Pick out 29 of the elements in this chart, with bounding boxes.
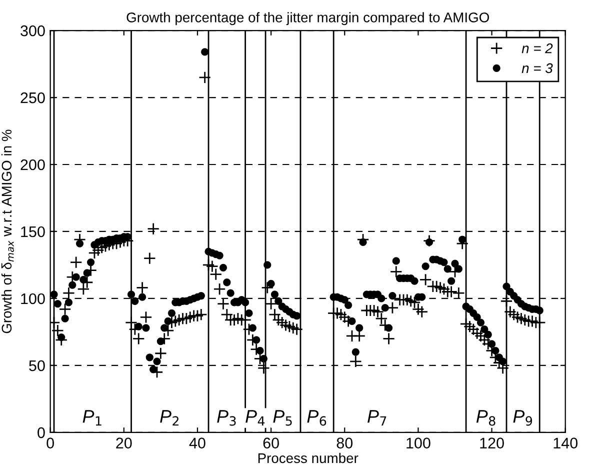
y-tick-label: 200 bbox=[20, 159, 45, 170]
x-tick-label: 20 bbox=[116, 438, 132, 448]
x-tick-label: 120 bbox=[480, 438, 504, 448]
y-tick-label: 0 bbox=[38, 427, 45, 438]
x-tick-label: 140 bbox=[554, 438, 578, 448]
y-axis-title: Growth of δ$_{max}$ w.r.t AMIGO in % bbox=[1, 130, 14, 334]
ref-line-label: P$_{6}$ bbox=[307, 410, 326, 426]
y-tick-label: 300 bbox=[20, 25, 45, 36]
chart-title: Growth percentage of the jitter margin compared to AMIGO bbox=[126, 12, 489, 26]
y-tick-label: 100 bbox=[21, 293, 45, 304]
ref-line-label: P$_{4}$ bbox=[246, 410, 265, 426]
ref-line-label: P$_{1}$ bbox=[82, 410, 102, 426]
x-tick-label: 40 bbox=[189, 438, 206, 448]
legend-label: n = 2 bbox=[522, 43, 553, 54]
ref-line-label: P$_{7}$ bbox=[368, 410, 386, 426]
ref-line-label: P$_{3}$ bbox=[217, 410, 236, 426]
y-tick-label: 50 bbox=[29, 360, 45, 372]
ref-line-label: P$_{9}$ bbox=[513, 410, 532, 426]
x-tick-label: 80 bbox=[336, 438, 353, 448]
legend-label: n = 3 bbox=[522, 63, 553, 74]
y-tick-label: 150 bbox=[21, 226, 45, 238]
ref-line-label: P$_{8}$ bbox=[476, 410, 496, 426]
x-tick-label: 0 bbox=[46, 438, 54, 448]
ref-line-label: P$_{2}$ bbox=[160, 410, 178, 426]
y-tick-label: 250 bbox=[20, 92, 45, 104]
x-tick-label: 100 bbox=[406, 438, 430, 448]
ref-line-label: P$_{5}$ bbox=[273, 410, 292, 426]
x-tick-label: 60 bbox=[263, 438, 279, 448]
x-axis-title: Process number bbox=[258, 452, 358, 464]
